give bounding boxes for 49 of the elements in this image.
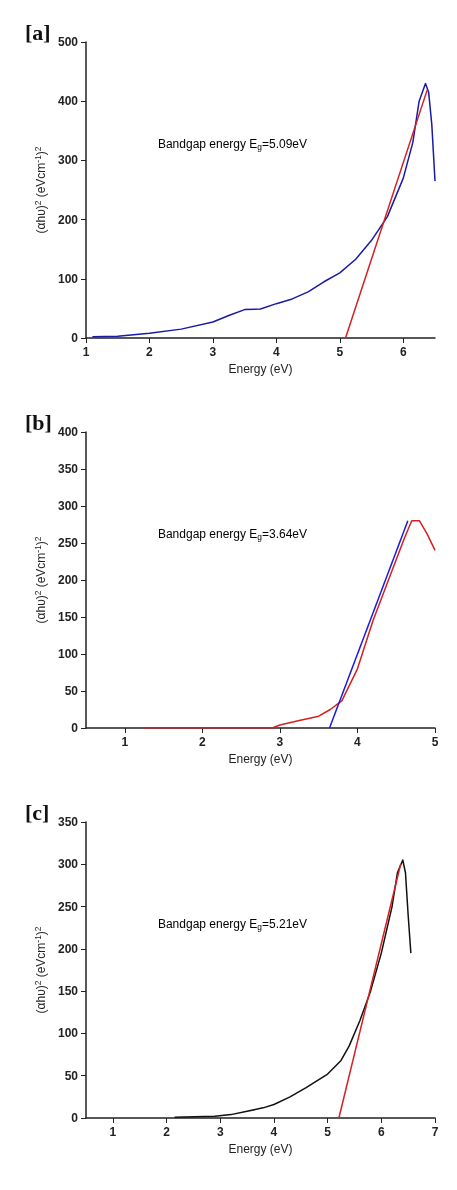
y-tick-label: 350 (57, 815, 79, 829)
y-tick-label: 350 (57, 462, 79, 476)
x-axis-title: Energy (eV) (228, 751, 293, 766)
y-tick-label: 500 (57, 35, 79, 49)
x-axis-title: Energy (eV) (228, 361, 293, 376)
y-tick-label: 100 (57, 1026, 79, 1041)
x-axis-title: Energy (eV) (228, 1141, 293, 1156)
x-tick-label: 2 (198, 735, 206, 749)
y-tick-label: 50 (64, 684, 79, 698)
x-tick-label: 1 (109, 1125, 117, 1139)
x-tick-label: 1 (82, 345, 90, 359)
chart-title: [a] (25, 19, 51, 45)
x-tick-label: 7 (431, 1125, 439, 1139)
x-tick-label: 3 (216, 1125, 224, 1139)
x-tick-label: 6 (399, 345, 407, 359)
x-tick-label: 2 (146, 345, 154, 359)
y-tick-label: 0 (71, 721, 79, 735)
x-tick-label: 4 (270, 1125, 278, 1139)
y-tick-label: 200 (57, 212, 79, 227)
chart-title: [b] (25, 409, 52, 435)
y-tick-label: 300 (57, 499, 79, 513)
x-tick-label: 3 (276, 735, 284, 749)
x-tick-label: 5 (324, 1125, 332, 1139)
x-tick-label: 5 (431, 735, 439, 749)
y-tick-label: 0 (71, 1111, 79, 1125)
y-tick-label: 150 (57, 984, 79, 999)
x-tick-label: 4 (273, 345, 281, 359)
x-tick-label: 1 (121, 735, 129, 749)
y-tick-label: 400 (57, 425, 79, 439)
line-series (91, 82, 436, 338)
x-tick-label: 4 (354, 735, 362, 749)
y-tick-label: 50 (64, 1068, 79, 1083)
y-tick-label: 150 (57, 610, 79, 624)
y-tick-label: 0 (71, 331, 79, 345)
y-tick-label: 200 (57, 941, 79, 956)
y-tick-label: 200 (57, 573, 79, 587)
line-series (143, 520, 436, 729)
y-tick-label: 300 (57, 153, 79, 168)
y-tick-label: 100 (57, 271, 79, 286)
y-tick-label: 250 (57, 899, 79, 914)
y-tick-label: 300 (57, 857, 79, 872)
y-tick-label: 100 (57, 647, 79, 661)
chart-title: [c] (25, 799, 50, 825)
y-tick-label: 400 (57, 94, 79, 109)
x-tick-label: 6 (377, 1125, 385, 1139)
y-tick-label: 250 (57, 536, 79, 550)
x-tick-label: 5 (336, 345, 344, 359)
x-tick-label: 2 (163, 1125, 171, 1139)
x-tick-label: 3 (209, 345, 217, 359)
